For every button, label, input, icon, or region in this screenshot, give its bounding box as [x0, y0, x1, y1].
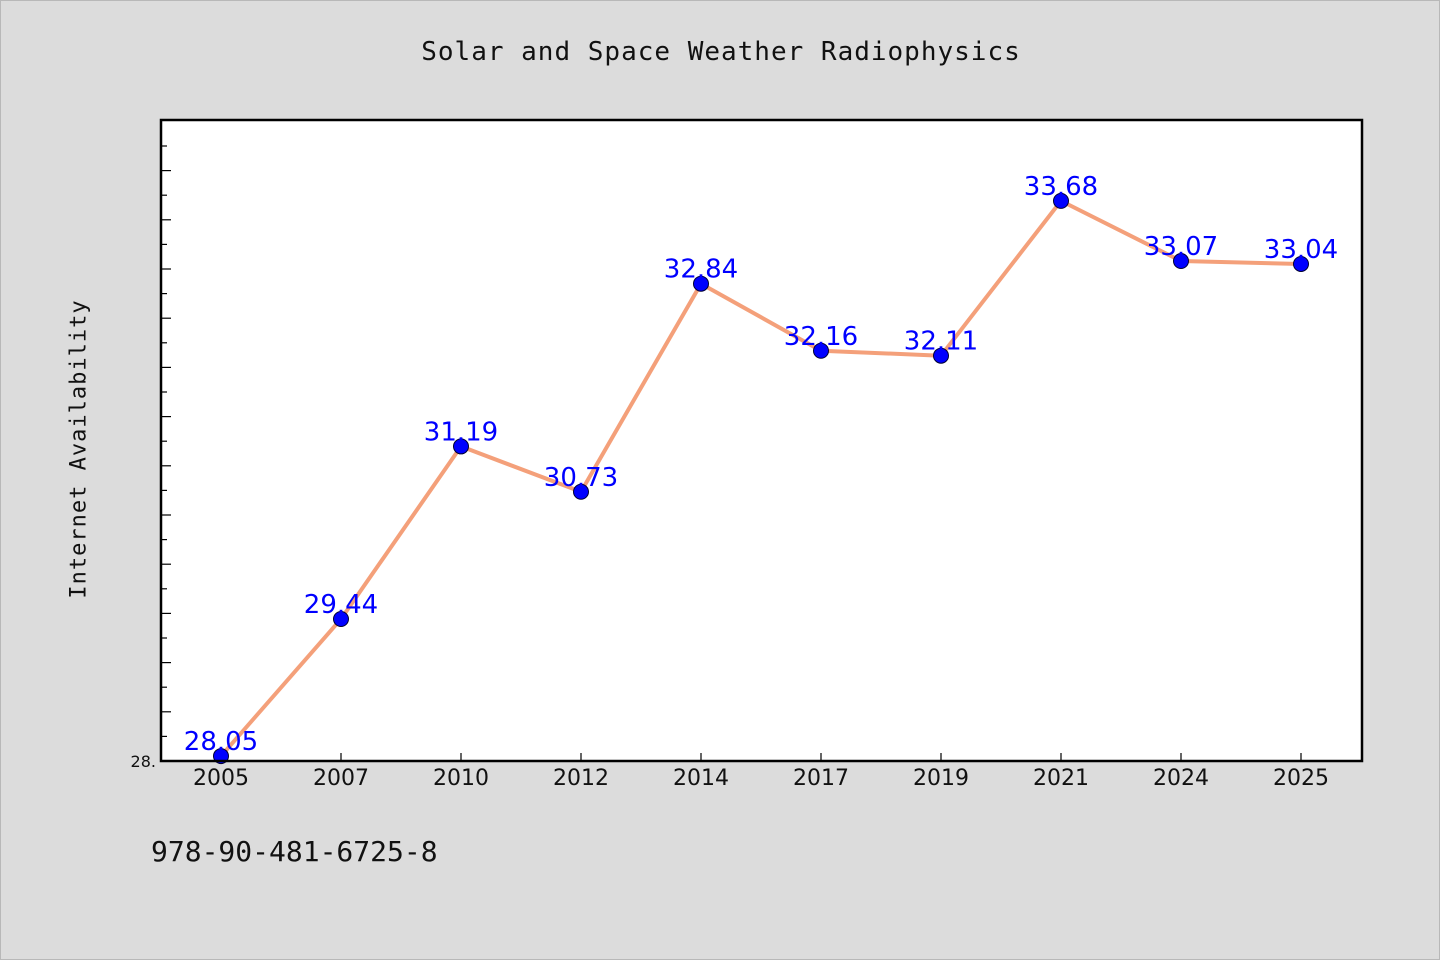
data-point	[1173, 253, 1189, 270]
data-label: 33.68	[1024, 172, 1098, 202]
series-line-group	[219, 198, 1302, 758]
data-label: 32.11	[904, 327, 978, 357]
data-point	[693, 275, 709, 292]
x-tick-label: 2012	[553, 766, 609, 791]
x-tick-label: 2017	[793, 766, 849, 791]
x-tick-label: 2007	[313, 766, 369, 791]
data-point	[1053, 192, 1069, 209]
x-tick-label: 2025	[1273, 766, 1329, 791]
data-label: 30.73	[544, 463, 618, 493]
y-tick-label: 28.	[131, 752, 156, 771]
data-point	[813, 342, 829, 359]
data-label: 29.44	[304, 590, 378, 620]
data-label: 31.19	[424, 417, 498, 447]
data-label: 32.84	[664, 255, 738, 285]
data-label: 28.05	[184, 727, 258, 757]
series-line	[219, 198, 1302, 758]
x-tick-label: 2019	[913, 766, 969, 791]
x-axis-ticks: 2005 2007 2010 2012 2014 2017 2019 2021 2024 2025	[193, 753, 1329, 791]
data-label: 32.16	[784, 322, 858, 352]
x-tick-label: 2024	[1153, 766, 1209, 791]
x-tick-label: 2005	[193, 766, 249, 791]
x-tick-label: 2014	[673, 766, 729, 791]
data-label: 33.04	[1264, 235, 1338, 265]
data-point	[573, 483, 589, 500]
data-label: 33.07	[1144, 232, 1218, 262]
data-point	[933, 347, 949, 364]
y-axis-ticks	[161, 145, 171, 762]
data-point	[1293, 255, 1309, 272]
data-point	[453, 438, 469, 455]
chart-title: Solar and Space Weather Radiophysics	[421, 37, 1021, 67]
plot-frame	[159, 118, 1364, 763]
isbn-text: 978-90-481-6725-8	[151, 835, 438, 868]
plot-area	[161, 120, 1362, 761]
x-tick-label: 2010	[433, 766, 489, 791]
data-labels: 28.05 29.44 31.19 30.73 32.84 32.16 32.11 33.68…	[184, 172, 1338, 757]
data-markers	[213, 192, 1309, 765]
x-tick-label: 2021	[1033, 766, 1089, 791]
data-point	[333, 610, 349, 627]
